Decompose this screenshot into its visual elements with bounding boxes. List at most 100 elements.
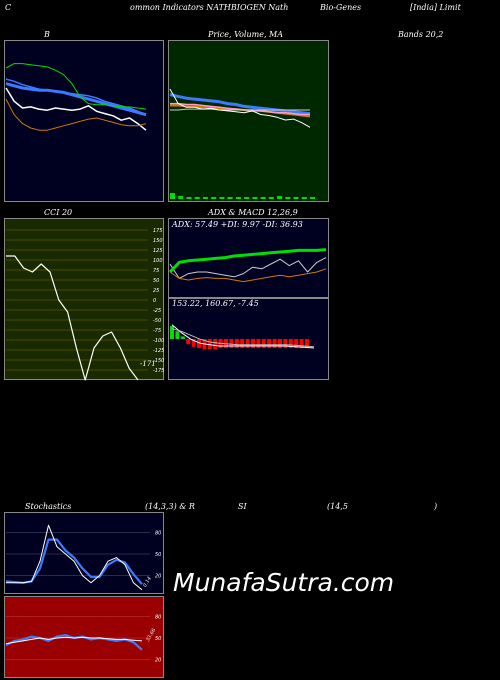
macd-histogram-bar bbox=[299, 339, 304, 349]
macd-histogram-bar bbox=[278, 339, 282, 349]
macd-histogram-bar bbox=[229, 339, 234, 349]
title-bands: Bands 20,2 bbox=[398, 30, 444, 39]
volume-bar bbox=[310, 197, 315, 199]
stochastics-tick-label: 20 bbox=[155, 574, 161, 580]
cci-tick-label: 25 bbox=[153, 288, 159, 294]
bollinger-series-2 bbox=[5, 78, 147, 116]
macd-signal-line bbox=[171, 328, 315, 348]
macd-histogram-bar bbox=[213, 339, 218, 350]
bollinger-series-3 bbox=[5, 87, 147, 131]
volume-bar bbox=[170, 193, 175, 199]
macd-histogram-bar bbox=[267, 339, 272, 349]
cci-panel bbox=[4, 218, 164, 380]
macd-histogram-bar bbox=[175, 331, 180, 339]
volume-bar bbox=[186, 197, 192, 199]
header-fragment-c: Bio-Genes bbox=[320, 3, 362, 12]
rsi-line bbox=[5, 633, 143, 651]
adx-series-3 bbox=[168, 248, 327, 274]
watermark: MunafaSutra.com bbox=[173, 568, 395, 597]
title-sto-b: (14,3,3) & R bbox=[145, 502, 195, 511]
cci-value-label: -171 bbox=[140, 360, 156, 368]
macd-histogram-bar bbox=[170, 326, 174, 339]
macd-histogram-bar bbox=[256, 339, 261, 349]
price-panel bbox=[168, 40, 329, 202]
volume-bar bbox=[301, 197, 307, 199]
cci-tick-label: 100 bbox=[153, 258, 163, 264]
macd-histogram-bar bbox=[180, 336, 185, 339]
cci-tick-label: 175 bbox=[153, 228, 163, 234]
adx-series-2 bbox=[169, 268, 327, 283]
cci-tick-label: -50 bbox=[153, 318, 161, 324]
bollinger-panel bbox=[4, 40, 164, 202]
title-price: Price, Volume, MA bbox=[208, 30, 284, 39]
volume-bar bbox=[202, 197, 208, 199]
price-series-4 bbox=[170, 108, 310, 111]
macd-histogram-bar bbox=[245, 339, 250, 349]
macd-histogram-bar bbox=[186, 339, 191, 345]
rsi-average-line bbox=[5, 636, 143, 645]
adx-readout: ADX: 57.49 +DI: 9.97 -DI: 36.93 bbox=[172, 220, 303, 229]
macd-line bbox=[171, 324, 315, 349]
macd-histogram-bar bbox=[305, 339, 309, 349]
volume-bar bbox=[227, 197, 233, 199]
title-bollinger: B bbox=[44, 30, 50, 39]
title-sto-e: ) bbox=[434, 502, 438, 511]
rsi-tick-label: 80 bbox=[155, 614, 161, 620]
rsi-tick-label: 20 bbox=[155, 658, 161, 664]
title-sto-c: SI bbox=[238, 502, 247, 511]
cci-tick-label: 0 bbox=[153, 298, 156, 304]
price-series-1 bbox=[169, 93, 311, 116]
cci-tick-label: 125 bbox=[153, 248, 163, 254]
bollinger-series-4 bbox=[5, 63, 147, 110]
macd-histogram-bar bbox=[294, 339, 299, 349]
cci-series bbox=[6, 255, 139, 381]
cci-tick-label: -150 bbox=[153, 358, 164, 364]
macd-histogram-bar bbox=[234, 339, 239, 349]
volume-bar bbox=[293, 197, 299, 199]
header-fragment-b: ommon Indicators NATHBIOGEN Nath bbox=[130, 3, 289, 12]
stochastics-k-line bbox=[6, 524, 143, 591]
adx-series-1 bbox=[169, 257, 327, 279]
volume-bar bbox=[277, 196, 283, 199]
macd-histogram-bar bbox=[197, 339, 201, 349]
adx-panel bbox=[168, 218, 329, 298]
cci-tick-label: 150 bbox=[153, 238, 163, 244]
volume-bar bbox=[211, 197, 217, 199]
header-fragment-d: [India] Limit bbox=[410, 3, 461, 12]
cci-tick-label: -100 bbox=[153, 338, 164, 344]
volume-bar bbox=[219, 197, 225, 199]
cci-tick-label: -25 bbox=[153, 308, 161, 314]
volume-bar bbox=[194, 197, 200, 199]
price-series-5 bbox=[169, 88, 311, 128]
macd-histogram-bar bbox=[283, 339, 288, 349]
cci-tick-label: -75 bbox=[153, 328, 161, 334]
macd-histogram-bar bbox=[240, 339, 245, 349]
macd-histogram-bar bbox=[251, 339, 255, 349]
cci-tick-label: -125 bbox=[153, 348, 164, 354]
macd-histogram-bar bbox=[272, 339, 277, 349]
title-cci: CCI 20 bbox=[44, 208, 73, 217]
macd-readout: 153.22, 160.67, -7.45 bbox=[172, 299, 259, 308]
rsi-tick-label: 50 bbox=[155, 636, 161, 642]
bollinger-series-1 bbox=[5, 82, 147, 117]
stochastics-panel bbox=[4, 512, 164, 594]
stochastics-tick-label: 50 bbox=[155, 552, 161, 558]
cci-tick-label: 50 bbox=[153, 278, 159, 284]
cci-tick-label: 75 bbox=[153, 268, 159, 274]
header-fragment-a: C bbox=[5, 3, 12, 12]
macd-histogram-bar bbox=[288, 339, 293, 349]
volume-bar bbox=[260, 197, 266, 199]
title-sto-d: (14,5 bbox=[327, 502, 348, 511]
macd-histogram-bar bbox=[191, 339, 196, 347]
title-sto-a: Stochastics bbox=[25, 502, 72, 511]
volume-bar bbox=[235, 197, 241, 199]
bollinger-series-5 bbox=[5, 98, 147, 131]
volume-bar bbox=[252, 197, 258, 199]
volume-bar bbox=[268, 197, 274, 199]
volume-bar bbox=[285, 197, 291, 199]
title-adx: ADX & MACD 12,26,9 bbox=[208, 208, 298, 217]
volume-bar bbox=[178, 196, 184, 199]
volume-bar bbox=[244, 197, 250, 199]
cci-tick-label: -175 bbox=[153, 368, 164, 374]
